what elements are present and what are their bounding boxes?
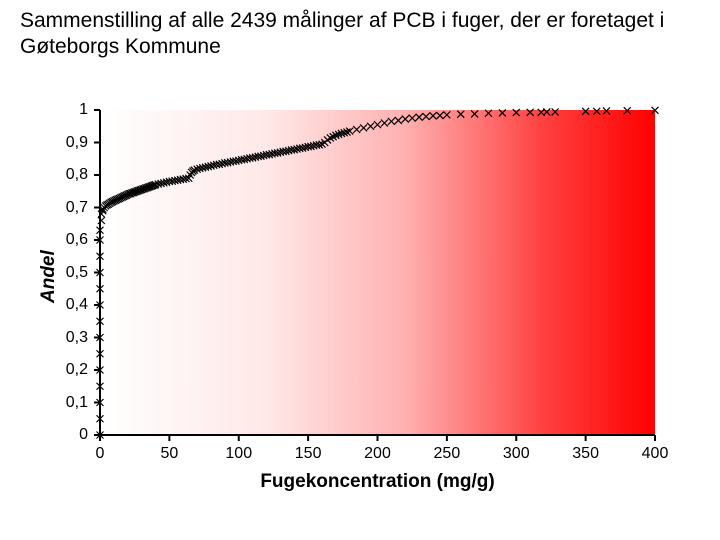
x-tick-label: 100 <box>219 445 259 463</box>
page: Sammenstilling af alle 2439 målinger af … <box>0 0 720 540</box>
y-tick-label: 0,2 <box>30 361 88 379</box>
y-tick-label: 0,9 <box>30 134 88 152</box>
y-tick-label: 0,1 <box>30 394 88 412</box>
chart-title: Sammenstilling af alle 2439 målinger af … <box>20 8 680 61</box>
x-tick-label: 150 <box>288 445 328 463</box>
y-tick-label: 1 <box>30 101 88 119</box>
x-tick-label: 300 <box>496 445 536 463</box>
y-tick-label: 0,8 <box>30 166 88 184</box>
x-tick-label: 0 <box>80 445 120 463</box>
x-tick-label: 350 <box>566 445 606 463</box>
x-tick-label: 400 <box>635 445 675 463</box>
y-tick-label: 0,3 <box>30 329 88 347</box>
chart-container: Andel Fugekoncentration (mg/g) 050100150… <box>30 100 690 520</box>
x-tick-label: 50 <box>149 445 189 463</box>
x-tick-label: 250 <box>427 445 467 463</box>
x-tick-label: 200 <box>358 445 398 463</box>
y-tick-label: 0 <box>30 426 88 444</box>
x-axis-label: Fugekoncentration (mg/g) <box>100 471 655 493</box>
chart-svg <box>30 100 690 480</box>
y-tick-label: 0,4 <box>30 296 88 314</box>
y-tick-label: 0,7 <box>30 199 88 217</box>
y-tick-label: 0,5 <box>30 264 88 282</box>
y-tick-label: 0,6 <box>30 231 88 249</box>
